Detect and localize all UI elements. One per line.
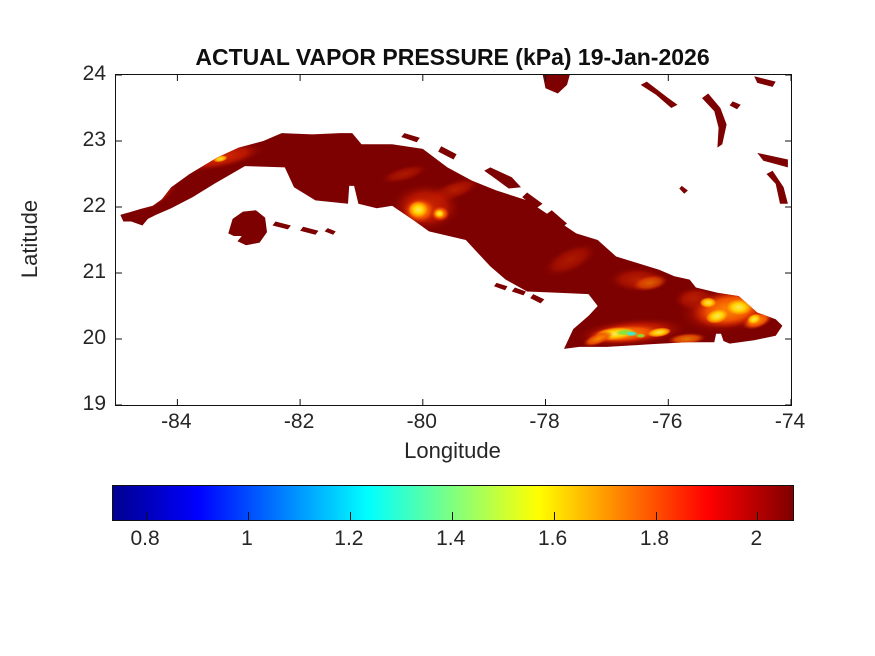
region-bahamas-island — [766, 170, 788, 204]
x-axis-label: Longitude — [404, 438, 501, 463]
hotspot-yellow — [433, 209, 445, 219]
region-north-key — [545, 210, 567, 229]
x-tick-label: -82 — [283, 410, 315, 433]
y-tick-label: 23 — [82, 128, 106, 151]
x-tick-label: -80 — [406, 410, 437, 433]
hotspot-orange — [667, 332, 707, 346]
region-north-key — [401, 133, 420, 143]
hotspot-yellow — [646, 327, 672, 338]
region-bahamas-island — [754, 76, 776, 87]
region-bahamas-island — [542, 75, 570, 94]
plot-title: ACTUAL VAPOR PRESSURE (kPa) 19-Jan-2026 — [195, 44, 710, 70]
colorbar-tick-label: 1 — [241, 527, 253, 550]
y-tick-label: 21 — [82, 260, 106, 283]
y-tick-label: 24 — [82, 62, 106, 85]
colorbar-tick — [349, 512, 351, 520]
region-south-key — [511, 287, 526, 296]
axis-ticks — [116, 75, 791, 405]
land-layer — [120, 75, 788, 349]
region-bahamas-island — [757, 152, 788, 168]
region-south-key — [272, 221, 291, 230]
hotspot-yellow — [724, 298, 753, 316]
region-south-key — [324, 228, 336, 235]
hotspot-red — [541, 242, 599, 278]
region-south-key — [530, 294, 545, 304]
colorbar-tick — [655, 512, 657, 520]
colorbar-tick-label: 1.4 — [436, 527, 466, 550]
colorbar-tick — [757, 512, 759, 520]
region-north-key — [522, 192, 543, 209]
colorbar-tick — [146, 512, 148, 520]
x-tick-label: -78 — [529, 410, 560, 433]
x-tick-label: -74 — [774, 410, 806, 433]
hotspot-yellow — [699, 297, 717, 308]
region-south-key — [300, 226, 319, 235]
region-south-key — [494, 282, 508, 291]
hotspot-cyan — [625, 331, 638, 337]
colorbar-tick — [553, 512, 555, 520]
hotspot-red — [379, 163, 430, 185]
x-tick-label: -76 — [652, 410, 683, 433]
y-tick-label: 19 — [82, 392, 106, 415]
colorbar-tick-label: 1.6 — [537, 527, 568, 550]
cuba-vapor-pressure-map — [116, 75, 791, 405]
y-tick-label: 20 — [82, 326, 106, 349]
colorbar-tick — [451, 512, 453, 520]
region-north-key — [438, 146, 457, 160]
region-bahamas-island — [679, 185, 688, 194]
x-tick-label: -84 — [161, 410, 192, 433]
colorbar-tick-label: 1.2 — [334, 527, 364, 550]
region-north-key — [568, 232, 586, 246]
region-isla-de-la-juventud — [228, 210, 267, 246]
region-bahamas-island — [702, 93, 727, 148]
colorbar-tick-label: 2 — [750, 527, 763, 550]
hotspot-orange — [631, 274, 669, 292]
region-bahamas-island — [729, 101, 741, 110]
region-north-key — [484, 167, 521, 189]
colorbar — [112, 485, 794, 521]
hotspot-green — [635, 333, 646, 339]
region-cuba-main-island — [120, 133, 783, 349]
hotspot-orange — [582, 331, 613, 347]
colorbar-tick-label: 1.8 — [639, 527, 670, 550]
colorbar-tick — [248, 512, 249, 520]
colorbar-tick-label: 0.8 — [130, 527, 160, 550]
hotspot-yellow — [705, 308, 730, 324]
y-tick-label: 22 — [82, 194, 106, 217]
hotspot-yellow — [408, 201, 429, 219]
hotspot-yellow — [747, 313, 762, 325]
region-bahamas-island — [640, 81, 678, 108]
map-axes — [115, 74, 792, 406]
